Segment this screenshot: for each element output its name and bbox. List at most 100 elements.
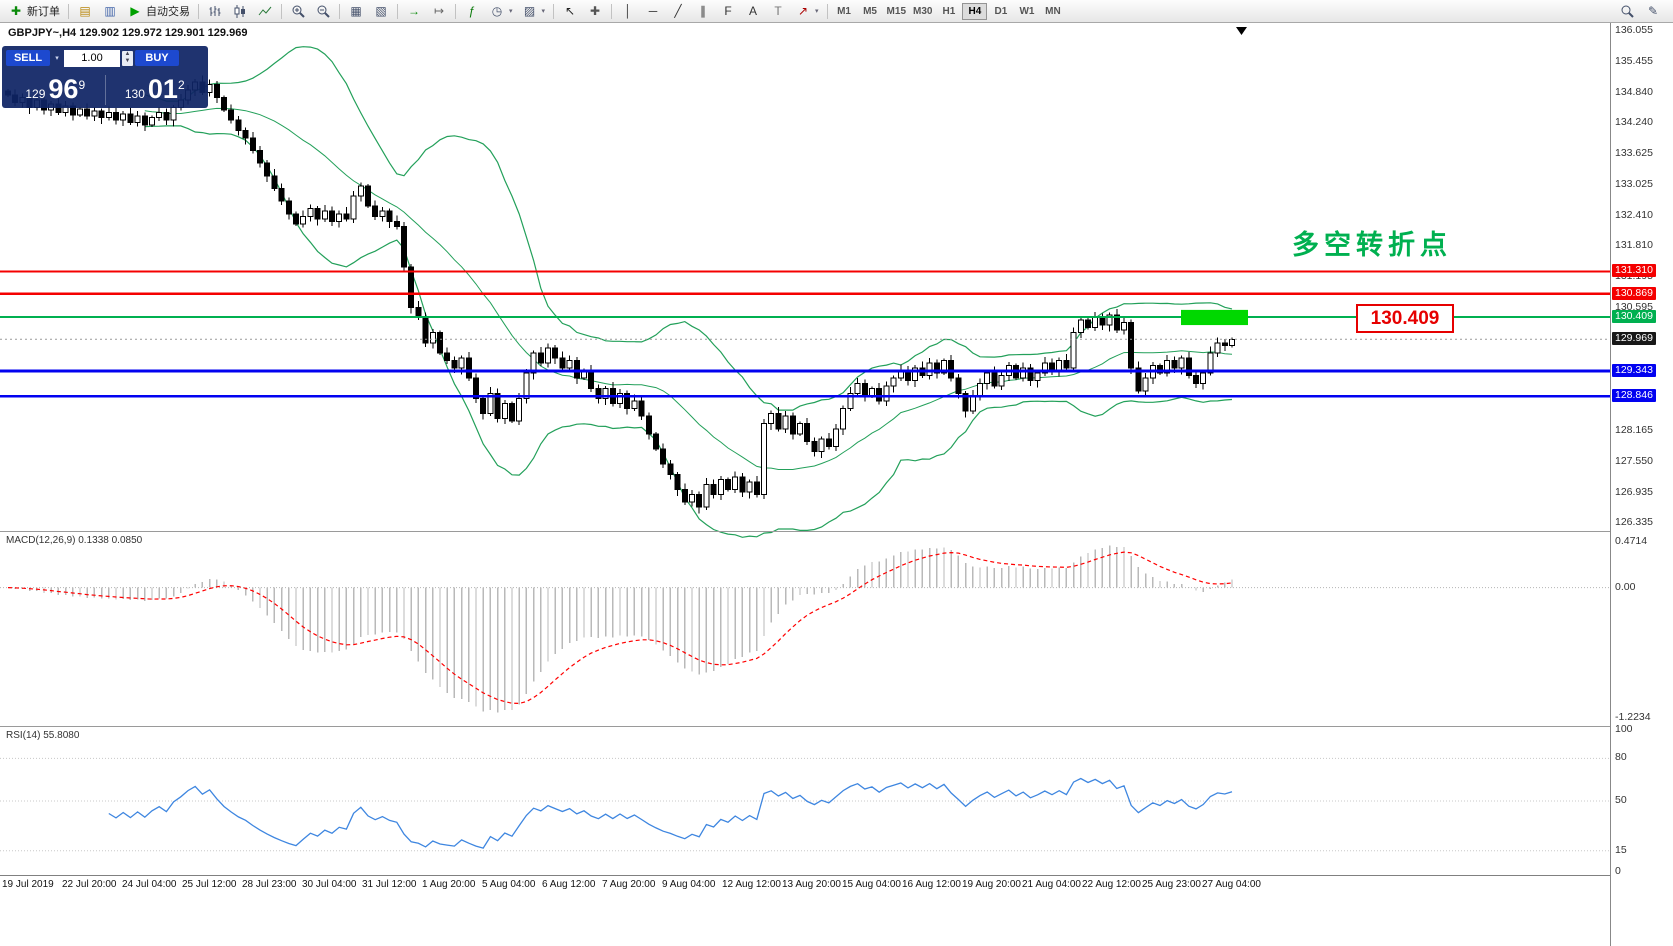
chart-shift-icon[interactable]: ↦ [427, 2, 451, 21]
auto-trading-button[interactable]: ▶ 自动交易 [123, 2, 194, 21]
data-window-icon[interactable]: ▥ [98, 2, 122, 21]
tf-button-h4[interactable]: H4 [962, 2, 988, 20]
time-axis-label: 13 Aug 20:00 [782, 879, 841, 890]
templates-icon: ▨ [523, 4, 536, 18]
toolbar-separator [281, 3, 282, 19]
cursor-icon[interactable]: ↖ [558, 2, 582, 21]
price-tick: 126.935 [1615, 485, 1653, 498]
auto-trading-button-label: 自动交易 [146, 6, 190, 18]
candlestick-chart-icon[interactable] [228, 2, 252, 21]
bar-chart-icon [207, 3, 223, 19]
arrows-icon: ↗ [798, 4, 809, 18]
sell-options-caret-icon[interactable]: ▾ [52, 54, 62, 62]
tf-button-m5[interactable]: M5 [858, 3, 883, 20]
toolbar-separator [455, 3, 456, 19]
text-label-icon[interactable]: T [766, 2, 790, 21]
time-axis-label: 25 Aug 23:00 [1142, 879, 1201, 890]
channel-icon: ∥ [700, 4, 707, 18]
price-tick: 134.840 [1615, 85, 1653, 98]
volume-stepper[interactable]: ▲ ▼ [122, 50, 133, 66]
bar-chart-icon[interactable] [203, 2, 227, 21]
candlestick-chart-icon [232, 3, 248, 19]
macd-scale-min: -1.2234 [1615, 711, 1651, 723]
toolbar-separator [611, 3, 613, 19]
trendline-icon: ╱ [674, 4, 682, 18]
rsi-scale-tick: 50 [1615, 794, 1627, 806]
toolbar-separator [553, 3, 555, 19]
sell-price-big: 96 [48, 74, 79, 104]
chart-window: GBPJPY~,H4 129.902 129.972 129.901 129.9… [0, 23, 1673, 946]
crosshair-icon: ✚ [590, 4, 601, 18]
price-level-chip: 130.409 [1612, 310, 1656, 324]
market-watch-icon[interactable]: ▤ [73, 2, 97, 21]
price-scale[interactable]: 136.055 135.455 134.840 134.240 133.625 133.0… [1610, 23, 1673, 946]
toolbar-separator [339, 3, 340, 19]
toolbar-right-group: ✎ [1615, 2, 1665, 21]
tf-button-h1[interactable]: H1 [936, 3, 961, 20]
toolbar-separator [826, 3, 828, 19]
tf-button-m30[interactable]: M30 [910, 3, 935, 20]
macd-scale-zero: 0.00 [1615, 580, 1636, 593]
fibonacci-icon[interactable]: F [716, 2, 740, 21]
line-chart-icon[interactable] [253, 2, 277, 21]
tf-button-m15[interactable]: M15 [884, 3, 909, 20]
buy-price[interactable]: 130 01 2 [106, 76, 205, 105]
price-level-chip: 128.846 [1612, 389, 1656, 403]
fibonacci-icon: F [724, 4, 732, 18]
profiles-icon: ▧ [375, 4, 387, 18]
price-chart-canvas[interactable] [0, 23, 1610, 894]
zoom-out-icon[interactable] [311, 2, 335, 21]
new-chart-icon[interactable]: ▦ [344, 2, 368, 21]
periods-icon[interactable]: ◷ ▾ [485, 2, 517, 21]
price-tick: 128.165 [1615, 423, 1653, 436]
line-chart-icon [257, 3, 273, 19]
sell-price-sup: 9 [78, 78, 86, 92]
time-axis-label: 5 Aug 04:00 [482, 879, 536, 890]
text-icon[interactable]: A [741, 2, 765, 21]
auto-scroll-icon[interactable]: → [402, 2, 426, 21]
stepper-up-icon[interactable]: ▲ [124, 50, 131, 57]
time-axis-label: 30 Jul 04:00 [302, 879, 357, 890]
zoom-in-icon[interactable] [286, 2, 310, 21]
rsi-scale-tick: 100 [1615, 723, 1633, 735]
indicators-icon[interactable]: ƒ [460, 2, 484, 21]
vertical-line-icon[interactable]: │ [616, 2, 640, 21]
volume-input[interactable] [64, 49, 120, 67]
templates-icon[interactable]: ▨ ▾ [518, 2, 550, 21]
price-tick: 126.335 [1615, 516, 1653, 529]
tf-button-mn[interactable]: MN [1040, 3, 1065, 20]
trendline-icon[interactable]: ╱ [666, 2, 690, 21]
chart-shift-icon: ↦ [433, 4, 445, 18]
sell-button[interactable]: SELL [6, 50, 50, 66]
time-axis[interactable]: 19 Jul 2019 22 Jul 20:00 24 Jul 04:00 25 Ju… [0, 876, 1610, 894]
new-order-button[interactable]: ✚ 新订单 [4, 2, 64, 21]
cursor-icon: ↖ [565, 4, 576, 18]
tf-button-d1[interactable]: D1 [988, 3, 1013, 20]
trade-panel-prices: 129 96 9 130 01 2 [6, 67, 204, 105]
time-axis-label: 22 Jul 20:00 [62, 879, 117, 890]
price-tick: 131.810 [1615, 239, 1653, 252]
buy-button[interactable]: BUY [135, 50, 179, 66]
tf-button-w1[interactable]: W1 [1014, 3, 1039, 20]
edit-button[interactable]: ✎ [1641, 2, 1665, 21]
tf-button-m1[interactable]: M1 [832, 3, 857, 20]
stepper-down-icon[interactable]: ▼ [124, 57, 131, 64]
search-button[interactable] [1615, 2, 1639, 21]
buy-price-sup: 2 [177, 78, 185, 92]
sell-price[interactable]: 129 96 9 [6, 76, 105, 105]
price-level-chip: 131.310 [1612, 264, 1656, 278]
rsi-scale-tick: 0 [1615, 865, 1621, 877]
channel-icon[interactable]: ∥ [691, 2, 715, 21]
profiles-icon[interactable]: ▧ [369, 2, 393, 21]
auto-trading-icon: ▶ [130, 4, 140, 18]
arrows-icon[interactable]: ↗ ▾ [791, 2, 823, 21]
one-click-trading-panel: SELL ▾ ▲▼ BUY 129 96 9 130 01 2 [2, 46, 208, 108]
toolbar-separator [68, 3, 69, 19]
new-order-icon: ✚ [10, 4, 22, 18]
horizontal-line-icon[interactable]: ─ [641, 2, 665, 21]
time-axis-label: 6 Aug 12:00 [542, 879, 596, 890]
crosshair-icon[interactable]: ✚ [583, 2, 607, 21]
rsi-scale-tick: 80 [1615, 751, 1627, 764]
rsi-scale-tick: 15 [1615, 843, 1627, 856]
